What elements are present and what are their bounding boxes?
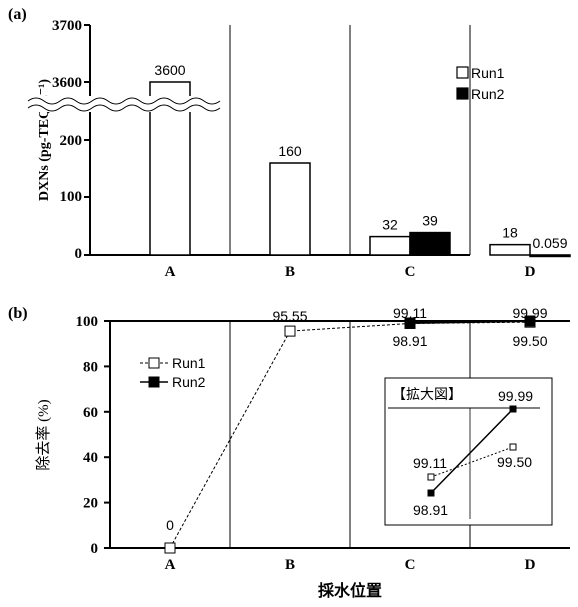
data-label: 98.91 — [392, 333, 427, 349]
bar-run1-b — [269, 162, 311, 256]
data-label: 32 — [382, 217, 398, 233]
inset-frame — [384, 377, 553, 526]
bar-run2-d — [529, 254, 571, 258]
ytick-label: 40 — [83, 450, 98, 466]
inset-marker-run1 — [509, 443, 517, 451]
xtick-label: C — [405, 264, 416, 280]
ytick-group: 0 20 40 60 80 100 — [76, 314, 110, 557]
data-label: 99.50 — [512, 333, 547, 349]
ytick-label: 60 — [83, 405, 98, 421]
lines-group — [164, 315, 536, 554]
data-label: 99.11 — [393, 305, 427, 321]
legend-label-run1: Run1 — [172, 355, 206, 371]
ytick-label: 100 — [76, 314, 99, 330]
data-label: 95.55 — [272, 308, 307, 324]
data-label: 99.99 — [512, 305, 547, 321]
xtick-label: C — [405, 557, 416, 573]
data-label: 0.059 — [532, 235, 567, 251]
xtick-label: A — [165, 557, 176, 573]
legend-marker-run1 — [148, 357, 160, 369]
series-marker-run1 — [284, 325, 296, 337]
data-label: 0 — [166, 517, 174, 533]
inset-marker-run1 — [427, 473, 435, 481]
ytick-label: 100 — [60, 189, 83, 205]
bar-run1-c — [369, 235, 411, 256]
bar-run1-d — [489, 243, 531, 256]
ytick-label: 20 — [83, 496, 98, 512]
legend-swatch-run2 — [456, 87, 469, 100]
data-label: 18 — [502, 225, 518, 241]
inset-label: 98.91 — [413, 502, 448, 518]
data-label: 3600 — [154, 62, 185, 78]
legend-label-run2: Run2 — [471, 86, 505, 102]
panel-b-xlabel: 採水位置 — [318, 581, 382, 600]
inset-marker-run2 — [509, 405, 517, 413]
xtick-label: B — [285, 264, 295, 280]
panel-b-label: (b) — [8, 305, 28, 322]
legend-label-run1: Run1 — [471, 65, 505, 81]
ytick-label: 3600 — [52, 75, 82, 91]
inset-label: 99.50 — [497, 454, 532, 470]
ytick-label: 200 — [60, 133, 83, 149]
ytick-label: 3700 — [52, 18, 82, 34]
inset-marker-run2 — [427, 489, 435, 497]
axis-break-symbol — [27, 104, 221, 112]
axis-break-symbol — [27, 97, 221, 105]
bar-run2-c — [409, 231, 451, 256]
ytick-label: 0 — [91, 541, 99, 557]
legend-swatch-run1 — [456, 66, 469, 79]
inset-label: 99.99 — [498, 388, 533, 404]
ytick-label: 0 — [75, 246, 83, 262]
xtick-label: D — [525, 264, 536, 280]
series-marker-run1 — [164, 542, 176, 554]
inset-label: 99.11 — [413, 455, 447, 471]
inset-run2-line — [430, 408, 514, 494]
inset-run1-line — [430, 446, 514, 478]
panel-b-ylabel: 除去率 (%) — [35, 399, 52, 470]
data-label: 160 — [278, 143, 302, 159]
xtick-label: A — [165, 264, 176, 280]
inset-title: 【拡大図】 — [392, 387, 462, 403]
bars-group: 3600 160 32 18 39 0.059 — [149, 62, 571, 258]
legend-label-run2: Run2 — [172, 374, 206, 390]
xtick-label: D — [525, 557, 536, 573]
series-marker-run2 — [404, 317, 416, 329]
data-label: 39 — [422, 213, 438, 229]
ytick-label: 80 — [83, 359, 98, 375]
panel-a-label: (a) — [8, 6, 27, 23]
series-marker-run2 — [524, 315, 536, 327]
series-line-run2 — [409, 320, 531, 325]
legend-marker-run2 — [148, 376, 160, 388]
xtick-label: B — [285, 557, 295, 573]
